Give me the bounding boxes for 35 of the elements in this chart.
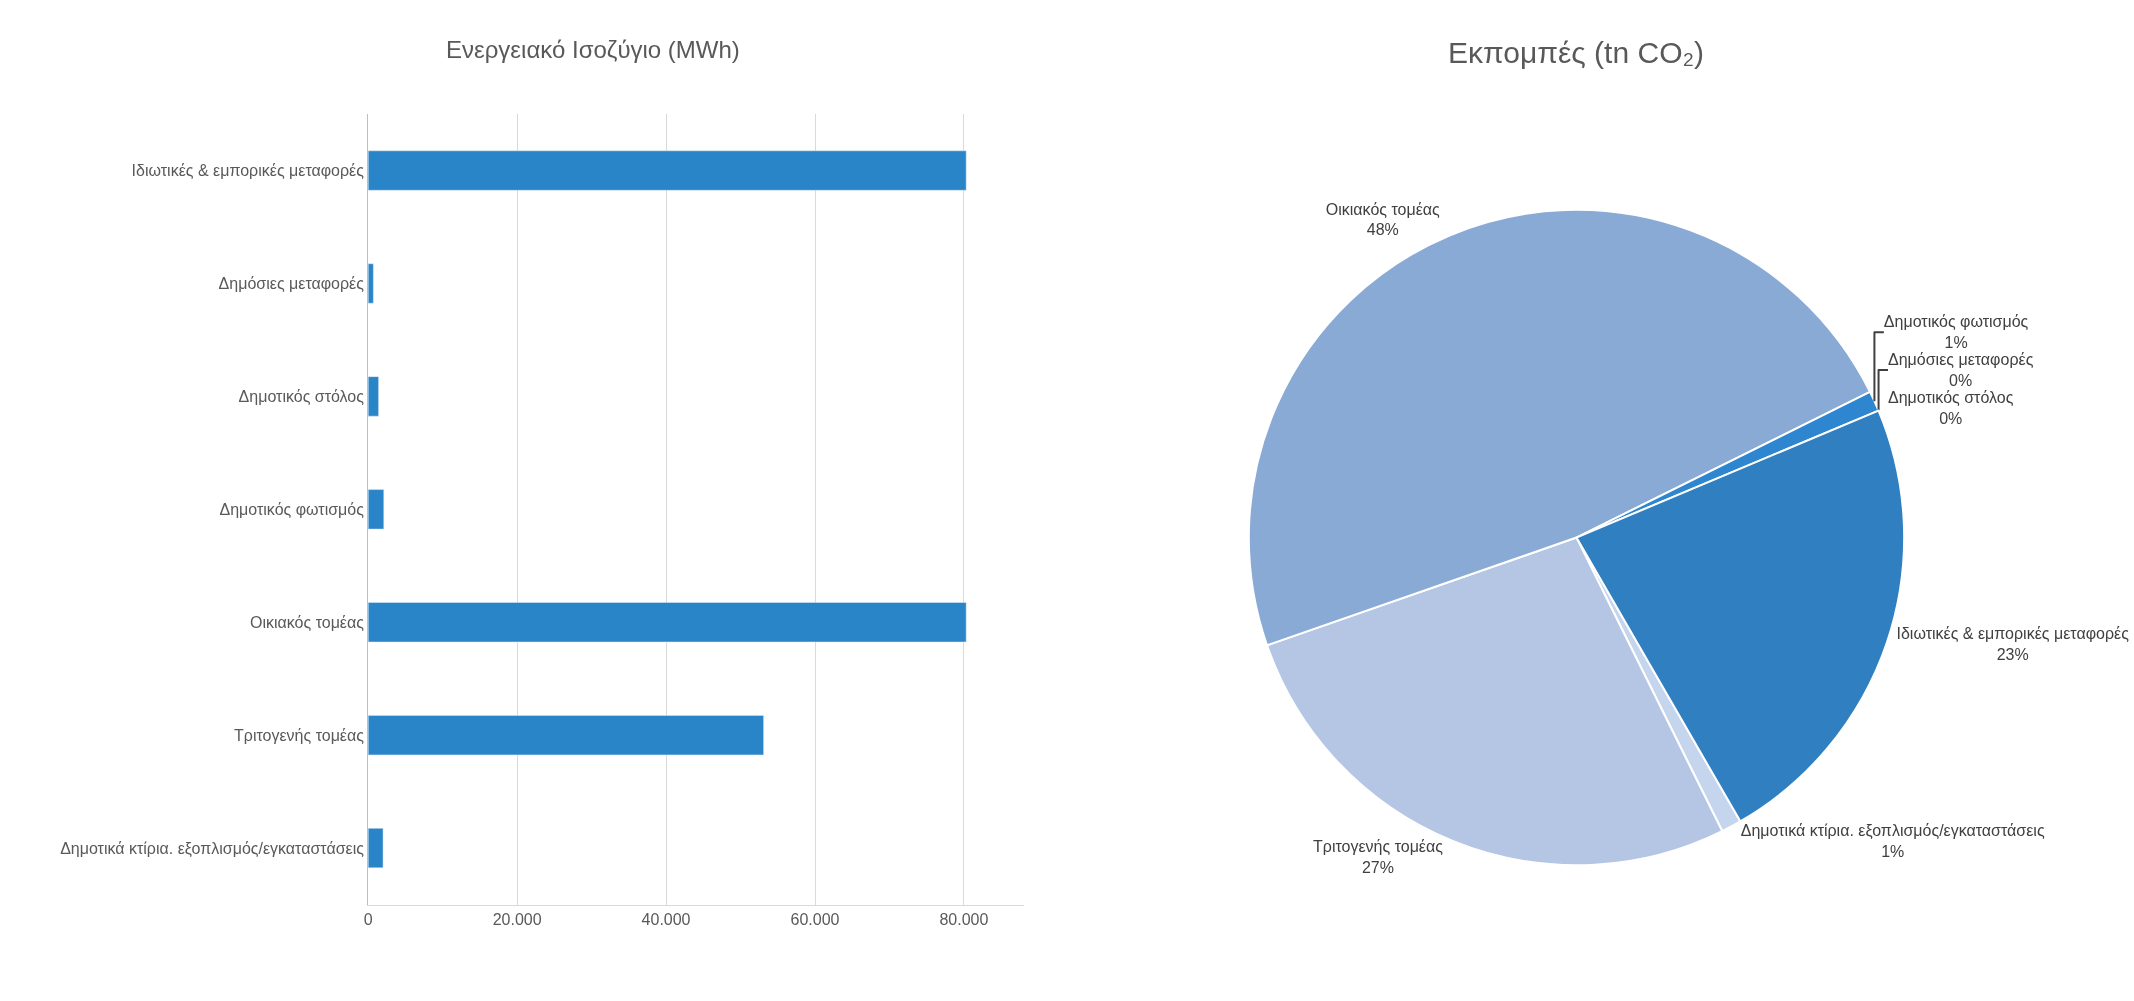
x-tick-label: 20.000 <box>492 910 542 928</box>
slice-label: Δημοτικός φωτισμός <box>1883 313 2029 331</box>
text: 0% <box>1939 409 1963 427</box>
bar <box>368 828 384 869</box>
bar <box>368 376 379 417</box>
data-label: 23% <box>1996 645 2029 663</box>
slice-label: Δημοτικά κτίρια. εξοπλισμός/εγκαταστάσεις <box>1740 822 2045 841</box>
bar <box>368 150 967 191</box>
x-tick-label: 0 <box>363 910 373 928</box>
y-tick-label: Δημοτικά κτίρια. εξοπλισμός/εγκαταστάσεις <box>60 839 365 858</box>
y-tick-label: Οικιακός τομέας <box>249 613 365 631</box>
slice-label: Ιδιωτικές & εμπορικές μεταφορές <box>1896 625 2130 643</box>
bar <box>368 602 967 643</box>
bar <box>368 489 385 530</box>
category-label: Δημόσιες μεταφορές <box>1888 351 2034 369</box>
y-tick-label: Δημοτικός φωτισμός <box>219 500 365 518</box>
slice-label: Τριτογενής τομέας <box>1313 838 1444 856</box>
data-label: 1% <box>1944 334 1968 352</box>
chart-title: Ενεργειακό Ισοζύγιο (MWh) <box>446 36 740 63</box>
slice-label: Οικιακός τομέας <box>1325 200 1441 218</box>
text: 0% <box>1949 371 1973 389</box>
bar <box>368 715 764 756</box>
data-label: 27% <box>1361 859 1394 877</box>
y-tick-label: Δημόσιες μεταφορές <box>218 275 365 293</box>
y-tick-label: Δημοτικός στόλος <box>238 388 365 405</box>
data-label: 1% <box>1881 842 1905 860</box>
data-label: 48% <box>1366 221 1399 239</box>
x-tick-label: 80.000 <box>939 910 989 928</box>
category-label: Δημοτικός στόλος <box>1888 388 2014 406</box>
y-tick-label: Ιδιωτικές & εμπορικές μεταφορές <box>131 162 365 180</box>
chart-title: Εκπομπές (tn CO₂) <box>1448 36 1705 69</box>
bar <box>368 263 374 304</box>
y-tick-label: Τριτογενής τομέας <box>234 726 365 744</box>
x-tick-label: 40.000 <box>641 910 691 928</box>
x-tick-label: 60.000 <box>790 910 840 928</box>
